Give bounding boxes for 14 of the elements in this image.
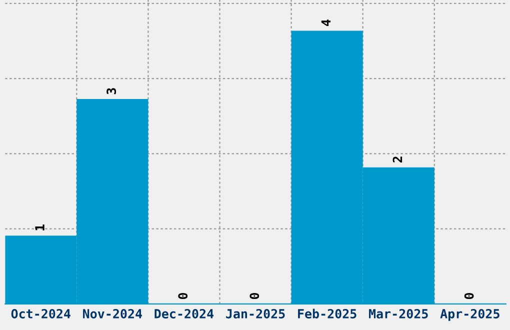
x-tick-label: Mar-2025	[369, 309, 428, 318]
x-tick-label: Dec-2024	[154, 309, 214, 318]
x-tick-label: Feb-2025	[298, 308, 356, 318]
data-label: 0	[250, 292, 260, 300]
data-label: 2	[392, 156, 402, 162]
data-label: 0	[178, 292, 188, 300]
data-label: 0	[464, 292, 474, 300]
x-tick-label: Apr-2025	[440, 309, 500, 321]
x-tick-label: Oct-2024	[11, 309, 70, 318]
data-label: 3	[106, 88, 116, 94]
data-label: 1	[35, 224, 44, 230]
x-tick-label: Nov-2024	[83, 309, 142, 318]
data-label: 4	[321, 20, 331, 26]
x-tick-label: Jan-2025	[226, 309, 285, 318]
